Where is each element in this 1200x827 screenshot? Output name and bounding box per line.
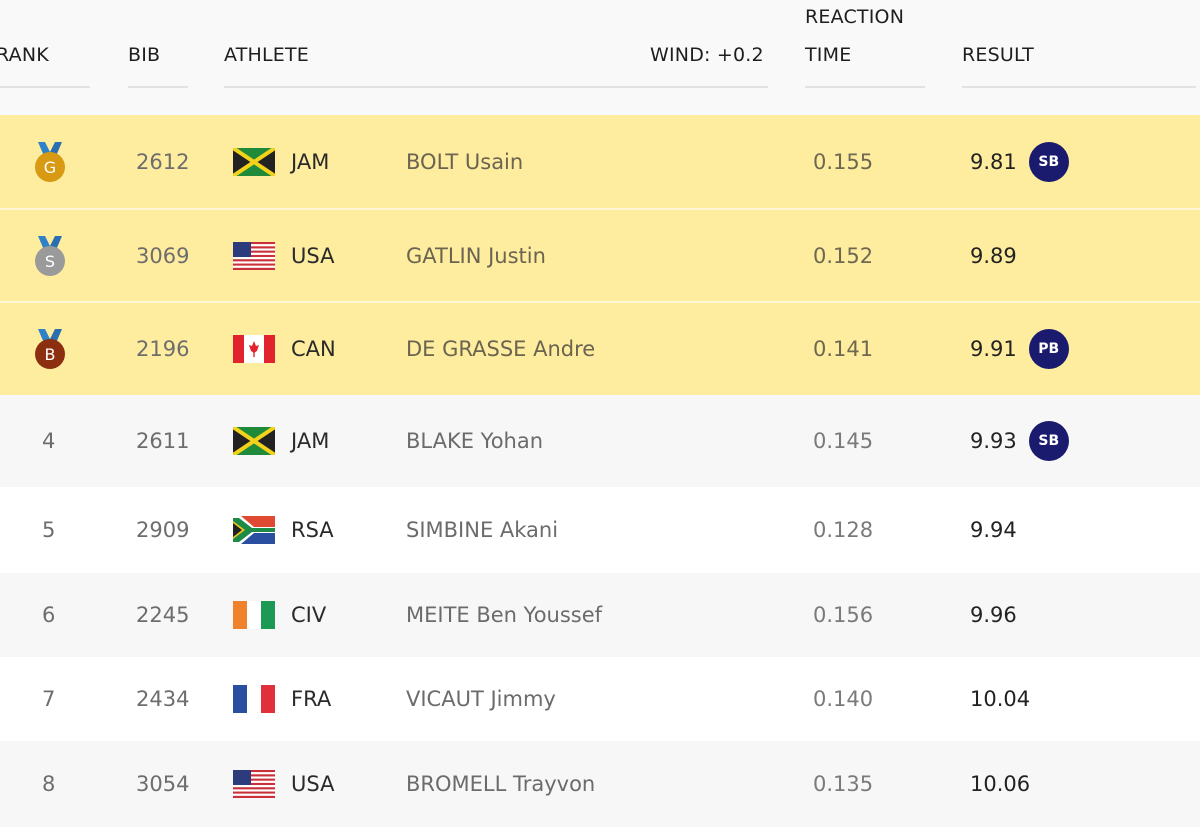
rank: 4 <box>42 429 56 453</box>
france-flag-icon <box>233 685 275 713</box>
bib-number: 2245 <box>136 603 190 627</box>
table-row[interactable]: 8 3054 USA BROMELL Trayvon 0.135 10.06 <box>0 741 1200 827</box>
result-time: 9.89 <box>970 243 1017 268</box>
bib-number: 3054 <box>136 772 190 796</box>
reaction-time: 0.135 <box>813 772 874 796</box>
svg-text:S: S <box>45 252 55 271</box>
pb-badge: PB <box>1028 329 1069 369</box>
result-time: 10.06 <box>970 772 1031 796</box>
country-code: USA <box>291 772 335 796</box>
column-header-bib: BIB <box>128 0 188 88</box>
country-code: CAN <box>291 337 336 361</box>
athlete-name[interactable]: BOLT Usain <box>406 149 524 174</box>
column-header-result: RESULT <box>962 0 1196 88</box>
result: 10.04 <box>970 687 1030 711</box>
athlete-name[interactable]: GATLIN Justin <box>406 243 546 268</box>
result-time: 9.94 <box>970 518 1017 542</box>
svg-text:B: B <box>45 345 56 364</box>
athlete-name[interactable]: MEITE Ben Youssef <box>406 603 603 627</box>
bib-number: 2434 <box>136 687 190 711</box>
canada-flag-icon <box>233 335 275 363</box>
result-time: 10.04 <box>970 687 1031 711</box>
rank: 8 <box>42 772 56 796</box>
table-row[interactable]: B 2196 CAN DE GRASSE Andre 0.141 9.91 PB <box>0 301 1200 395</box>
result: 9.81 SB <box>970 141 1069 182</box>
jamaica-flag-icon <box>233 427 275 455</box>
rank: 5 <box>42 518 56 542</box>
athlete-name[interactable]: BLAKE Yohan <box>406 429 544 453</box>
results-table-header: RANK BIB ATHLETE WIND: +0.2 REACTION TIM… <box>0 0 1200 115</box>
ivory-coast-flag-icon <box>233 601 275 629</box>
table-row[interactable]: 5 2909 RSA SIMBINE Akani 0.128 9.94 <box>0 487 1200 573</box>
jamaica-flag-icon <box>233 147 275 176</box>
gold-medal-icon: G <box>32 140 68 184</box>
reaction-time: 0.140 <box>813 687 874 711</box>
bib-number: 2611 <box>136 429 190 453</box>
country-code: CIV <box>291 603 327 627</box>
reaction-time: 0.155 <box>813 149 874 174</box>
bib-number: 3069 <box>136 243 190 268</box>
athlete-name[interactable]: BROMELL Trayvon <box>406 772 596 796</box>
usa-flag-icon <box>233 770 275 798</box>
table-row[interactable]: S 3069 USA GATLIN Justin 0.152 9.89 <box>0 208 1200 301</box>
result: 9.94 <box>970 518 1017 542</box>
reaction-time: 0.152 <box>813 243 874 268</box>
country-code: FRA <box>291 687 332 711</box>
country-code: JAM <box>291 149 330 174</box>
country-code: USA <box>291 243 335 268</box>
result: 9.93 SB <box>970 421 1069 461</box>
south-africa-flag-icon <box>233 516 275 544</box>
column-header-rank: RANK <box>0 0 90 88</box>
bib-number: 2909 <box>136 518 190 542</box>
result-time: 9.96 <box>970 603 1017 627</box>
country-code: RSA <box>291 518 334 542</box>
silver-medal-icon: S <box>32 234 68 278</box>
result: 9.91 PB <box>970 329 1069 369</box>
reaction-time: 0.145 <box>813 429 874 453</box>
svg-text:G: G <box>44 158 56 177</box>
result-time: 9.81 <box>970 149 1017 174</box>
result-time: 9.93 <box>970 429 1017 453</box>
column-header-reaction-time: REACTION TIME <box>805 0 925 88</box>
athlete-name[interactable]: VICAUT Jimmy <box>406 687 556 711</box>
table-row[interactable]: G 2612 JAM BOLT Usain 0.155 9.81 SB <box>0 115 1200 208</box>
reaction-time: 0.156 <box>813 603 874 627</box>
result: 9.96 <box>970 603 1017 627</box>
rank: 7 <box>42 687 56 711</box>
table-row[interactable]: 6 2245 CIV MEITE Ben Youssef 0.156 9.96 <box>0 573 1200 657</box>
usa-flag-icon <box>233 241 275 270</box>
result: 10.06 <box>970 772 1030 796</box>
country-code: JAM <box>291 429 330 453</box>
athlete-name[interactable]: DE GRASSE Andre <box>406 337 596 361</box>
table-row[interactable]: 7 2434 FRA VICAUT Jimmy 0.140 10.04 <box>0 657 1200 741</box>
sb-badge: SB <box>1028 141 1069 182</box>
result-time: 9.91 <box>970 337 1017 361</box>
reaction-time: 0.141 <box>813 337 874 361</box>
bib-number: 2196 <box>136 337 190 361</box>
athlete-name[interactable]: SIMBINE Akani <box>406 518 559 542</box>
bib-number: 2612 <box>136 149 190 174</box>
bronze-medal-icon: B <box>32 327 68 371</box>
rank: 6 <box>42 603 56 627</box>
result: 9.89 <box>970 244 1017 268</box>
reaction-time: 0.128 <box>813 518 874 542</box>
table-row[interactable]: 4 2611 JAM BLAKE Yohan 0.145 9.93 SB <box>0 395 1200 487</box>
sb-badge: SB <box>1028 421 1069 461</box>
column-header-athlete: ATHLETE WIND: +0.2 <box>224 0 768 88</box>
wind-reading: WIND: +0.2 <box>650 44 764 66</box>
